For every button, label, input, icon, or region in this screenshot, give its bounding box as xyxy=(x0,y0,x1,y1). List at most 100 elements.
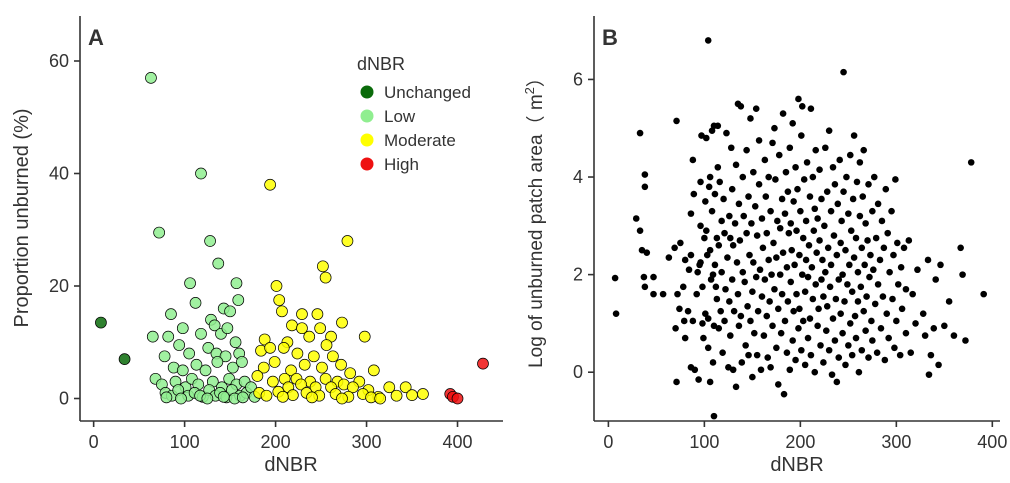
panel-b-y-tick-label: 4 xyxy=(573,167,583,187)
data-point xyxy=(909,290,916,298)
data-point xyxy=(937,261,944,269)
data-point xyxy=(797,207,804,215)
data-point xyxy=(702,310,709,317)
data-point xyxy=(905,237,913,244)
data-point xyxy=(699,283,706,291)
data-point xyxy=(867,251,874,259)
data-point-moderate xyxy=(291,347,304,360)
data-point xyxy=(718,217,725,225)
data-point-moderate xyxy=(270,280,283,292)
data-point xyxy=(870,173,878,181)
data-point-moderate xyxy=(316,361,328,374)
data-point xyxy=(945,298,953,305)
data-point-unchanged xyxy=(95,316,107,329)
data-point xyxy=(748,220,755,227)
data-point xyxy=(821,222,828,230)
data-point xyxy=(897,263,905,271)
data-point-moderate xyxy=(417,388,429,400)
data-point xyxy=(823,303,831,310)
data-point xyxy=(935,361,942,369)
data-point-low xyxy=(184,277,196,290)
data-point xyxy=(786,366,794,374)
data-point xyxy=(842,361,849,369)
data-point xyxy=(856,159,864,166)
panel-b-x-tick-label: 0 xyxy=(603,432,613,452)
panel-a-label: A xyxy=(88,25,104,50)
data-point-moderate xyxy=(406,389,418,401)
data-point xyxy=(919,310,927,317)
data-point xyxy=(809,173,817,181)
data-point-low xyxy=(173,339,186,351)
panel-a-y-tick-label: 40 xyxy=(49,164,69,184)
data-point xyxy=(689,156,697,164)
data-point-low xyxy=(202,342,215,354)
legend-label-high: High xyxy=(384,155,419,174)
data-point xyxy=(793,227,800,234)
data-point-low xyxy=(236,356,248,368)
legend-title: dNBR xyxy=(357,54,405,74)
data-point xyxy=(927,351,935,359)
data-point xyxy=(848,351,856,359)
data-point-low xyxy=(208,319,221,332)
data-point-moderate xyxy=(311,308,324,320)
data-point xyxy=(967,159,975,166)
data-point-low xyxy=(195,327,207,340)
data-point xyxy=(735,322,743,330)
data-point xyxy=(957,244,964,252)
data-point xyxy=(641,183,649,191)
data-point xyxy=(752,105,760,113)
data-point xyxy=(837,239,844,247)
data-point xyxy=(729,366,737,374)
data-point xyxy=(750,329,758,337)
data-point xyxy=(812,146,820,154)
data-point xyxy=(808,263,816,271)
data-point-low xyxy=(160,391,173,404)
data-point xyxy=(777,329,785,337)
data-point xyxy=(641,171,649,178)
data-point xyxy=(837,310,844,317)
data-point xyxy=(726,298,733,305)
data-point xyxy=(788,246,796,254)
data-point-low xyxy=(221,322,234,335)
data-point xyxy=(839,271,846,278)
data-point xyxy=(825,127,833,134)
legend-key-moderate xyxy=(360,133,374,147)
data-point xyxy=(794,185,801,193)
data-point xyxy=(632,215,640,222)
data-point-moderate xyxy=(277,342,290,354)
data-point-low xyxy=(165,308,177,320)
legend-label-low: Low xyxy=(384,107,416,126)
data-point xyxy=(726,234,734,242)
panel-b-x-tick-label: 300 xyxy=(881,432,911,452)
data-point xyxy=(722,285,729,293)
data-point-moderate xyxy=(317,260,329,273)
data-point xyxy=(734,290,742,298)
data-point-low xyxy=(146,330,159,343)
data-point xyxy=(769,322,776,330)
data-point xyxy=(786,144,794,152)
data-point xyxy=(772,176,779,183)
data-point xyxy=(773,254,780,261)
data-point xyxy=(771,124,778,132)
data-point xyxy=(701,234,708,242)
data-point xyxy=(861,261,868,269)
data-point xyxy=(809,295,817,303)
data-point xyxy=(890,251,897,259)
data-point xyxy=(820,359,827,366)
data-point xyxy=(742,342,749,349)
panel-b-x-axis-title: dNBR xyxy=(770,454,823,476)
data-point xyxy=(765,256,772,264)
data-point xyxy=(709,271,717,278)
data-point-low xyxy=(229,336,242,349)
data-point xyxy=(824,244,832,252)
data-point xyxy=(893,317,900,325)
data-point xyxy=(880,244,888,252)
data-point-moderate xyxy=(251,370,264,382)
data-point xyxy=(787,278,795,286)
data-point xyxy=(641,283,649,291)
data-point-moderate xyxy=(268,356,281,368)
data-point-moderate xyxy=(399,381,412,394)
data-point xyxy=(735,200,743,208)
data-point xyxy=(758,215,766,222)
data-point xyxy=(801,361,809,369)
